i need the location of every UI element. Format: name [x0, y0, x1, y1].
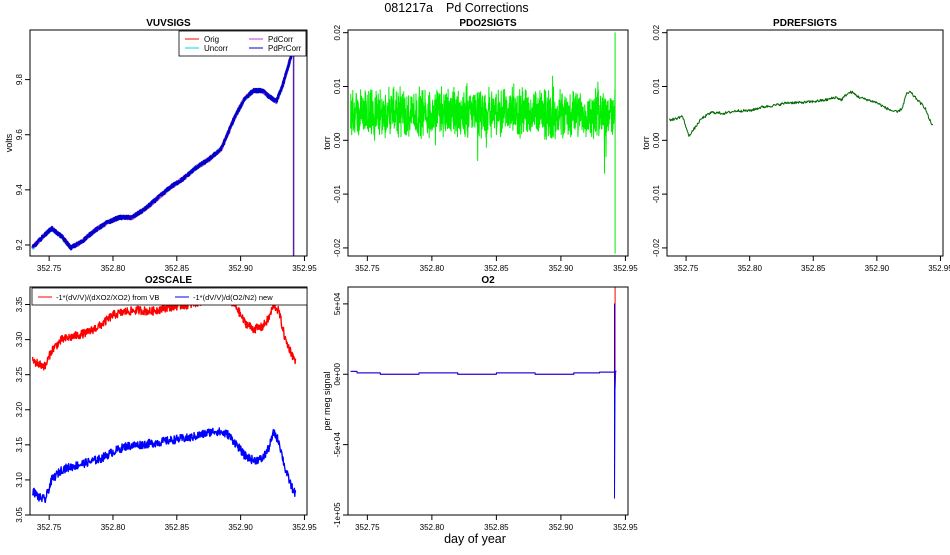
series-line-pdcorr [31, 45, 296, 250]
x-tick-label: 352.85 [484, 264, 509, 273]
x-tick-label: 352.75 [355, 264, 380, 273]
legend-box [178, 30, 307, 57]
series-line-uncorr [31, 45, 296, 251]
x-tick-label: 352.80 [101, 264, 126, 273]
series-group [669, 90, 934, 137]
y-tick-label: 3.10 [15, 472, 24, 488]
x-tick-label: 352.85 [484, 523, 509, 532]
x-tick-label: 352.75 [37, 523, 62, 532]
y-tick-label: 3.25 [15, 366, 24, 382]
panel-vuvsigs: VUVSIGS volts 352.75 352.80 352.85 352.90 352.… [4, 18, 317, 273]
legend-box [31, 287, 308, 306]
y-tick-label: 3.30 [15, 331, 24, 347]
y-tick-label: 0e+00 [333, 362, 342, 385]
legend-label: Orig [204, 35, 219, 44]
x-tick-label: 352.90 [228, 523, 253, 532]
y-tick-label: 3.35 [15, 296, 24, 312]
panel-title: O2SCALE [145, 275, 193, 286]
y-tick-label: -1e+05 [333, 502, 342, 528]
x-tick-label: 352.80 [420, 523, 445, 532]
y-tick-label: 9.6 [15, 129, 24, 141]
series-line-0 [669, 90, 934, 137]
figure-run-id: 081217a [384, 1, 433, 15]
y-axis-label: torr [641, 136, 651, 150]
series-group [31, 45, 296, 256]
y-tick-label: 0.02 [333, 24, 342, 40]
legend-label: PdPrCorr [268, 44, 302, 53]
panel-pdrefsigts: PDREFSIGTS torr 352.75 352.80 352.85 352.90 35… [641, 18, 950, 273]
y-tick-label: -5e+04 [333, 432, 342, 458]
x-tick-label: 352.75 [37, 264, 62, 273]
y-tick-label: 0.01 [652, 78, 661, 94]
x-tick-label: 352.80 [737, 264, 762, 273]
y-axis-label: torr [322, 136, 332, 150]
panel-pdo2sigts: PDO2SIGTS torr 352.75 352.80 352.85 352.90 352… [322, 18, 638, 273]
x-tick-label: 352.85 [165, 264, 190, 273]
x-tick-label: 352.90 [549, 523, 574, 532]
x-tick-label: 352.95 [928, 264, 950, 273]
plot-frame [666, 29, 944, 257]
series-line--1-dv-v-d-o2-n2-new [31, 427, 297, 504]
x-tick-label: 352.80 [420, 264, 445, 273]
y-tick-label: 0.02 [652, 24, 661, 40]
y-tick-label: 9.4 [15, 184, 24, 196]
plot-frame [347, 286, 629, 516]
series-group [350, 287, 617, 499]
y-tick-label: -0.01 [652, 184, 661, 203]
x-tick-label: 352.95 [292, 264, 317, 273]
legend: -1*(dV/V)/(dXO2/XO2) from VB -1*(dV/V)/d(… [31, 287, 308, 306]
series-line--1-dv-v-dxo2-xo2-from-vb [31, 291, 297, 371]
series-line-0 [350, 32, 616, 254]
legend-label: -1*(dV/V)/d(O2/N2) new [193, 293, 273, 302]
x-tick-label: 352.85 [165, 523, 190, 532]
series-line-pdprcorr [31, 45, 296, 251]
panel-title: PDREFSIGTS [773, 18, 837, 29]
panel-title: O2 [481, 275, 495, 286]
panel-title: VUVSIGS [146, 18, 191, 29]
plot-frame [29, 286, 308, 516]
y-tick-label: 3.05 [15, 507, 24, 523]
x-tick-label: 352.75 [355, 523, 380, 532]
x-tick-label: 352.90 [865, 264, 890, 273]
y-tick-label: 0.00 [652, 132, 661, 148]
x-tick-label: 352.90 [228, 264, 253, 273]
plot-frame [29, 29, 308, 257]
x-tick-label: 352.95 [292, 523, 317, 532]
panel-title: PDO2SIGTS [459, 18, 517, 29]
x-tick-label: 352.95 [613, 264, 638, 273]
legend-label: PdCorr [268, 35, 294, 44]
y-tick-label: -0.01 [333, 184, 342, 203]
legend-label: -1*(dV/V)/(dXO2/XO2) from VB [56, 293, 159, 302]
series-group [31, 291, 297, 504]
x-tick-label: 352.85 [801, 264, 826, 273]
y-axis-label: volts [4, 133, 14, 152]
y-axis-label: per meg signal [322, 371, 332, 430]
series-group [350, 32, 616, 254]
x-tick-label: 352.75 [674, 264, 699, 273]
panel-o2scale: O2SCALE 352.75 352.80 352.85 352.90 352.95 3.0… [15, 275, 317, 532]
series-line-orig [31, 46, 296, 251]
x-tick-label: 352.80 [101, 523, 126, 532]
plot-frame [347, 29, 629, 257]
panel-o2: O2 per meg signal 352.75 352.80 352.85 352.90… [322, 275, 638, 532]
y-tick-label: 5e+04 [333, 292, 342, 315]
y-tick-label: -0.02 [333, 238, 342, 257]
y-tick-label: 0.00 [333, 132, 342, 148]
series-line-1 [350, 303, 617, 499]
y-tick-label: 0.01 [333, 78, 342, 94]
y-tick-label: 3.20 [15, 401, 24, 417]
y-tick-label: -0.02 [652, 238, 661, 257]
y-tick-label: 3.15 [15, 437, 24, 453]
x-tick-label: 352.90 [549, 264, 574, 273]
figure-title: Pd Corrections [446, 1, 529, 15]
x-tick-label: 352.95 [613, 523, 638, 532]
y-tick-label: 9.8 [15, 74, 24, 86]
y-tick-label: 9.2 [15, 239, 24, 251]
figure-xlabel: day of year [444, 532, 506, 546]
legend-label: Uncorr [204, 44, 228, 53]
